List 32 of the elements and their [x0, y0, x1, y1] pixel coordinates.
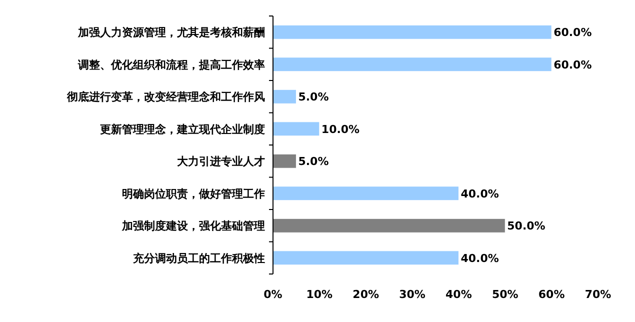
- y-tick-label: 调整、优化组织和流程，提高工作效率: [77, 58, 265, 72]
- data-label: 5.0%: [298, 90, 329, 104]
- y-tick-label: 更新管理理念，建立现代企业制度: [100, 122, 265, 136]
- bar: [272, 122, 320, 136]
- data-label: 5.0%: [298, 155, 329, 168]
- bar: [272, 218, 506, 233]
- bar: [272, 154, 296, 168]
- bar: [272, 24, 552, 40]
- x-tick-label: 50%: [492, 288, 518, 301]
- x-tick-label: 60%: [538, 288, 565, 301]
- data-label: 40.0%: [460, 252, 499, 265]
- y-tick-label: 彻底进行变革，改变经营理念和工作作风: [66, 90, 265, 104]
- data-label: 10.0%: [321, 122, 360, 136]
- bar: [272, 186, 459, 201]
- x-tick-label: 10%: [306, 288, 333, 301]
- x-tick-label: 40%: [446, 288, 472, 301]
- x-tick-label: 30%: [399, 288, 426, 301]
- data-label: 40.0%: [460, 187, 499, 200]
- data-label: 60.0%: [554, 26, 592, 40]
- y-tick-label: 大力引进专业人才: [177, 155, 265, 168]
- bar: [272, 89, 296, 104]
- x-tick-label: 20%: [352, 288, 380, 301]
- data-label: 60.0%: [554, 58, 592, 72]
- y-tick-label: 加强人力资源管理，尤其是考核和薪酬: [77, 26, 265, 40]
- x-tick-label: 70%: [584, 288, 612, 301]
- bar: [272, 57, 552, 72]
- bar: [272, 250, 459, 266]
- x-tick-label: 0%: [264, 288, 282, 301]
- y-tick-label: 充分调动员工的工作积极性: [132, 252, 265, 265]
- y-tick-label: 明确岗位职责，做好管理工作: [122, 187, 265, 200]
- y-tick-label: 加强制度建设，强化基础管理: [121, 220, 265, 233]
- data-label: 50.0%: [507, 220, 546, 233]
